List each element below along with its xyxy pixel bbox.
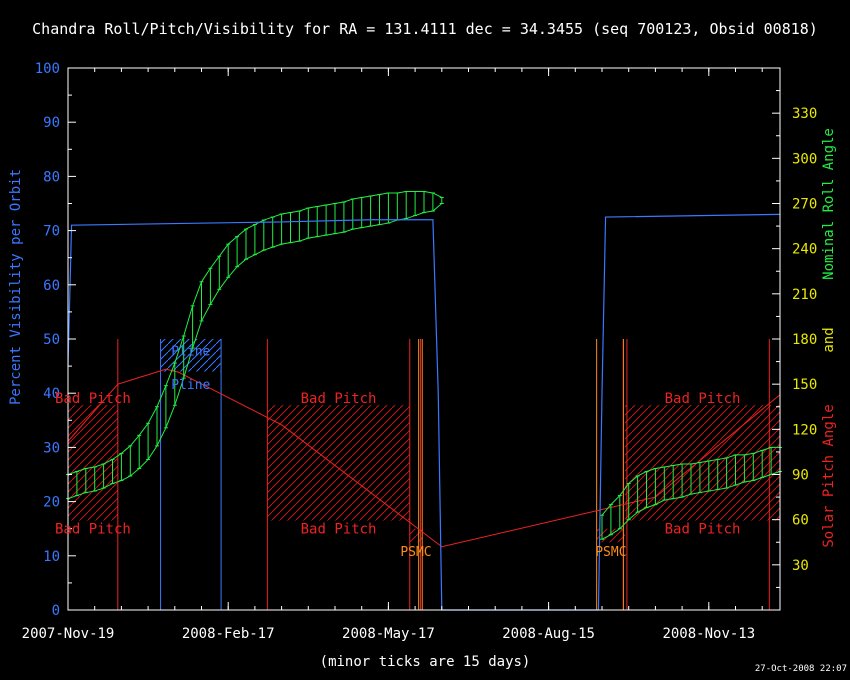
x-tick-label: 2008-May-17 (342, 626, 435, 642)
roll-lower-envelope (67, 203, 443, 500)
x-tick-label: 2008-Feb-17 (182, 626, 275, 642)
y-axis-left-label: Percent Visibility per Orbit (8, 169, 24, 405)
timestamp: 27-Oct-2008 22:07 (755, 664, 847, 674)
y-right-tick-label: 210 (792, 287, 817, 303)
y-left-tick-label: 90 (43, 115, 60, 131)
bad-pitch-label: Bad Pitch (665, 391, 741, 407)
y-right-tick-label: 330 (792, 106, 817, 122)
roll-lower-envelope (601, 471, 781, 540)
bad-pitch-label: Bad Pitch (55, 522, 131, 538)
y-left-tick-label: 20 (43, 495, 60, 511)
x-tick-label: 2007-Nov-19 (22, 626, 115, 642)
y-right-tick-label: 90 (792, 468, 809, 484)
y-right-tick-label: 240 (792, 242, 817, 258)
bad-pitch-label: Bad Pitch (301, 391, 377, 407)
axes-layer: 0 10 20 30 40 50 60 70 80 90 100 30 60 90 120 150 180 210… (22, 61, 818, 642)
y-right-tick-label: 300 (792, 151, 817, 167)
y-left-tick-label: 40 (43, 386, 60, 402)
y-left-tick-label: 0 (52, 603, 60, 619)
roll-upper-envelope (67, 190, 443, 475)
y-left-tick-label: 70 (43, 224, 60, 240)
x-axis-label: (minor ticks are 15 days) (320, 654, 531, 670)
y-left-tick-label: 100 (35, 61, 60, 77)
y-right-tick-label: 180 (792, 332, 817, 348)
pline-label: Pline (171, 344, 210, 359)
bad-pitch-label: Bad Pitch (301, 522, 377, 538)
bad-pitch-zone (625, 405, 780, 521)
y-left-tick-label: 50 (43, 332, 60, 348)
pline-label: Pline (171, 378, 210, 393)
labels-layer: Bad Pitch Bad Pitch Bad Pitch Bad Pitch Bad … (55, 344, 741, 560)
bad-pitch-label: Bad Pitch (665, 522, 741, 538)
roll-upper-envelope (601, 446, 780, 516)
psmc-label: PSMC (595, 545, 626, 560)
y-left-tick-label: 60 (43, 278, 60, 294)
y-left-tick-label: 80 (43, 169, 60, 185)
zones-layer (68, 339, 780, 543)
bad-pitch-label: Bad Pitch (55, 391, 131, 407)
y-right-tick-label: 120 (792, 422, 817, 438)
y-right-tick-label: 270 (792, 197, 817, 213)
psmc-label: PSMC (400, 545, 431, 560)
y-left-tick-label: 30 (43, 440, 60, 456)
y-axis-right-label-pitch: Solar Pitch Angle (821, 404, 837, 547)
bad-pitch-zone (267, 405, 410, 521)
y-left-tick-label: 10 (43, 549, 60, 565)
bad-pitch-zone (68, 405, 118, 521)
y-axis-right-label-roll: Nominal Roll Angle (821, 128, 837, 280)
x-tick-label: 2008-Nov-13 (662, 626, 755, 642)
series-layer (66, 190, 782, 611)
chart-title: Chandra Roll/Pitch/Visibility for RA = 1… (32, 20, 818, 38)
y-axis-right-label-and: and (821, 327, 837, 352)
visibility-line (67, 213, 781, 611)
x-tick-label: 2008-Aug-15 (502, 626, 595, 642)
y-right-tick-label: 150 (792, 377, 817, 393)
y-right-tick-label: 60 (792, 513, 809, 529)
y-right-tick-label: 30 (792, 558, 809, 574)
